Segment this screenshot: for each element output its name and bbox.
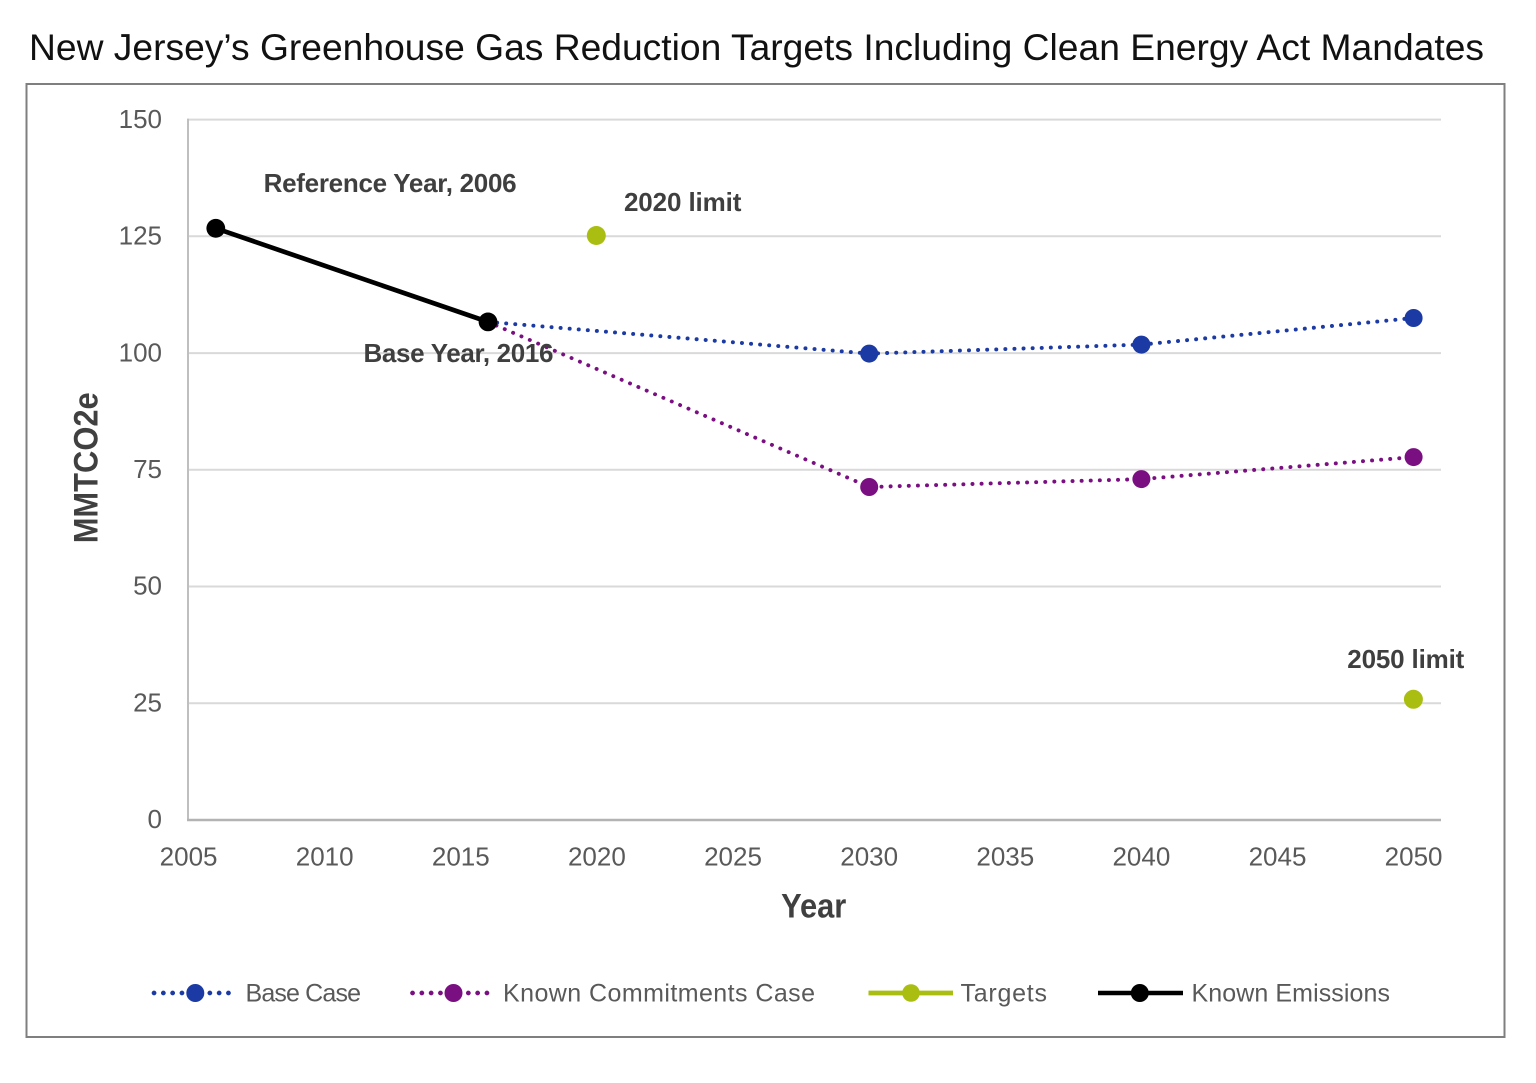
svg-text:Base Year, 2016: Base Year, 2016 <box>364 338 554 368</box>
svg-text:2040: 2040 <box>1112 841 1170 871</box>
svg-text:Year: Year <box>781 887 846 925</box>
svg-text:50: 50 <box>133 571 162 601</box>
svg-text:2050: 2050 <box>1385 841 1443 871</box>
svg-text:Targets: Targets <box>961 980 1048 1008</box>
svg-text:25: 25 <box>133 687 162 717</box>
svg-text:Known Commitments Case: Known Commitments Case <box>503 980 815 1008</box>
svg-text:150: 150 <box>119 104 162 134</box>
svg-text:2035: 2035 <box>976 841 1034 871</box>
svg-text:Base Case: Base Case <box>246 980 362 1008</box>
svg-text:2030: 2030 <box>840 841 898 871</box>
svg-text:100: 100 <box>119 337 162 367</box>
svg-text:2050 limit: 2050 limit <box>1347 644 1464 674</box>
svg-text:Reference Year, 2006: Reference Year, 2006 <box>264 168 517 198</box>
svg-text:Known Emissions: Known Emissions <box>1192 980 1391 1008</box>
svg-text:0: 0 <box>148 804 162 834</box>
svg-text:75: 75 <box>133 454 162 484</box>
svg-text:2045: 2045 <box>1249 841 1307 871</box>
svg-text:2020 limit: 2020 limit <box>624 187 742 217</box>
svg-text:2025: 2025 <box>704 841 762 871</box>
svg-text:MMTCO2e: MMTCO2e <box>67 392 105 543</box>
svg-text:2015: 2015 <box>432 841 490 871</box>
svg-text:125: 125 <box>119 221 162 251</box>
svg-text:2010: 2010 <box>296 841 354 871</box>
svg-text:2005: 2005 <box>160 841 218 871</box>
svg-text:2020: 2020 <box>568 841 626 871</box>
svg-text:New Jersey’s Greenhouse Gas Re: New Jersey’s Greenhouse Gas Reduction Ta… <box>29 27 1484 68</box>
